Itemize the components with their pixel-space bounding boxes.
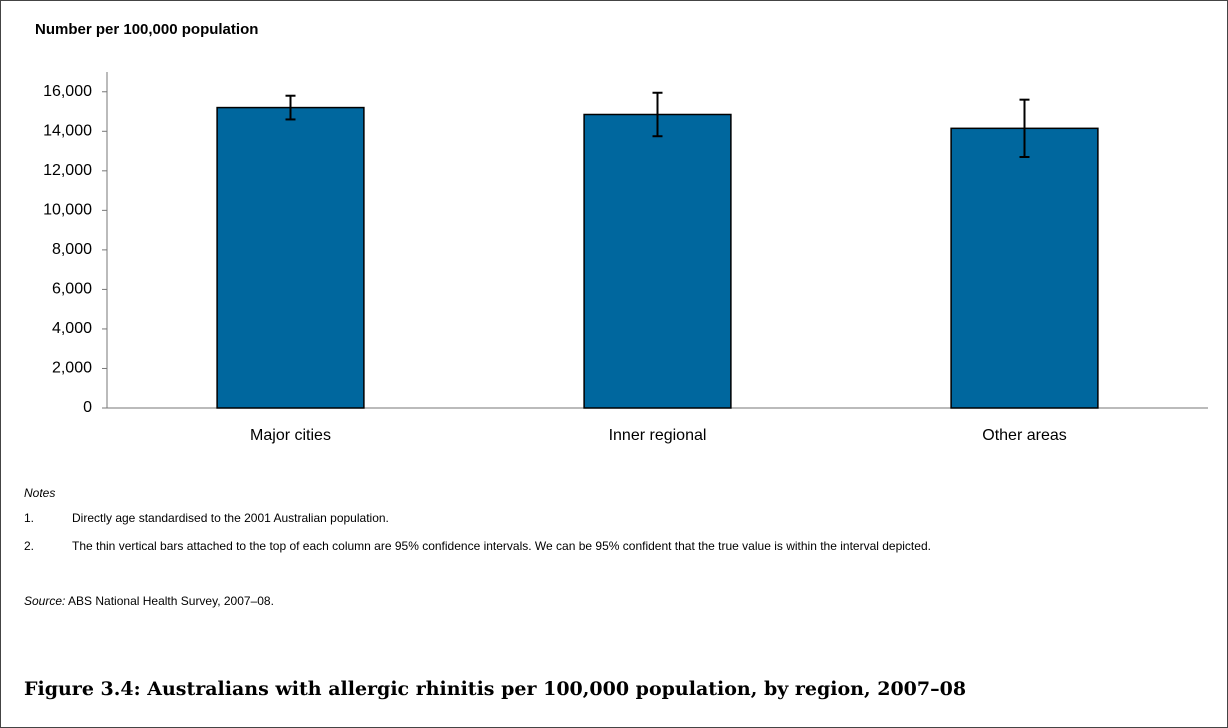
y-tick-label: 2,000: [52, 360, 92, 377]
y-tick-label: 0: [83, 399, 92, 416]
x-tick-label: Other areas: [982, 427, 1066, 444]
note-text: Directly age standardised to the 2001 Au…: [72, 511, 389, 525]
source-label: Source:: [24, 594, 66, 608]
bar: [950, 127, 1099, 409]
bar: [216, 106, 365, 409]
y-tick-label: 16,000: [43, 83, 92, 100]
note-number: 1.: [24, 511, 35, 525]
x-tick-label: Inner regional: [609, 427, 707, 444]
chart-title: Number per 100,000 population: [35, 21, 258, 38]
y-tick-label: 6,000: [52, 281, 92, 298]
bar: [583, 113, 732, 409]
chart: Number per 100,000 population 0 2,000 4,00…: [35, 21, 1208, 444]
x-tick-label: Major cities: [250, 427, 331, 444]
note-number: 2.: [24, 539, 35, 553]
source: Source: ABS National Health Survey, 2007…: [24, 594, 274, 608]
y-tick-label: 10,000: [43, 202, 92, 219]
y-tick-label: 14,000: [43, 123, 92, 140]
notes-heading: Notes: [24, 486, 56, 500]
figure-caption: Figure 3.4: Australians with allergic rh…: [24, 678, 967, 700]
y-tick-label: 8,000: [52, 241, 92, 258]
y-tick-label: 4,000: [52, 320, 92, 337]
note-text: The thin vertical bars attached to the t…: [72, 539, 931, 553]
source-text: ABS National Health Survey, 2007–08.: [68, 594, 274, 608]
y-tick-label: 12,000: [43, 162, 92, 179]
